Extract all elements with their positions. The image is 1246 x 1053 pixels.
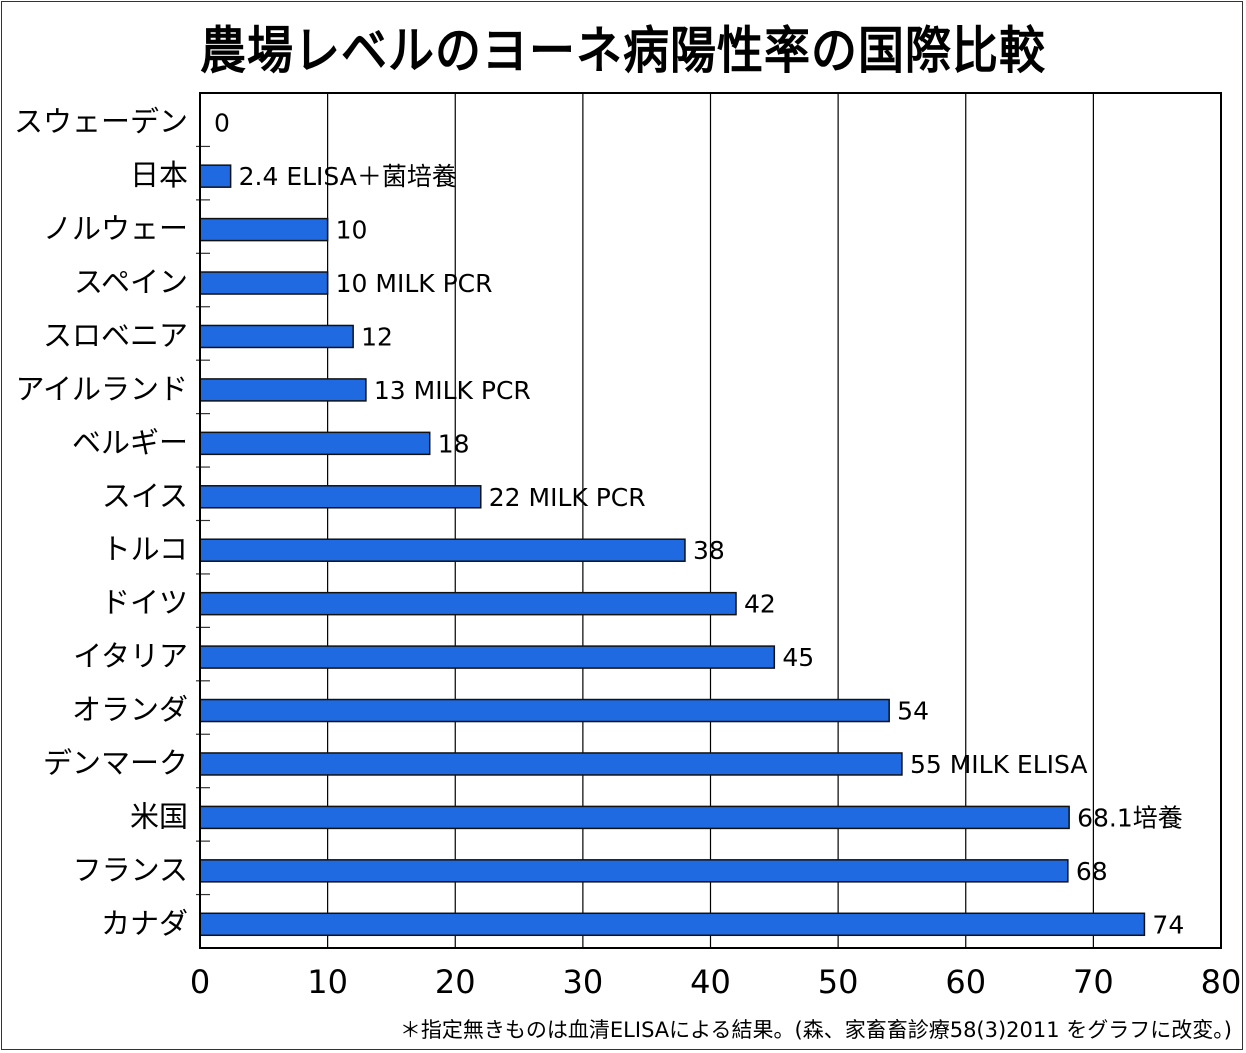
bar xyxy=(199,591,737,616)
bar xyxy=(199,645,776,669)
plot-area-border xyxy=(199,92,1222,949)
x-tick-label: 30 xyxy=(563,963,604,1001)
category-labels: スウェーデン日本ノルウェースペインスロベニアアイルランドベルギースイストルコドイ… xyxy=(14,105,188,941)
data-label: 68 xyxy=(1076,857,1108,886)
bar xyxy=(199,805,1070,830)
bar xyxy=(199,859,1069,883)
bar xyxy=(199,164,232,188)
value-labels: 0 2.4 ELISA＋菌培養 10 10 MILK PCR 12 13 MILK PCR… xyxy=(214,109,1184,940)
bar xyxy=(199,217,329,242)
data-label: 74 xyxy=(1152,910,1184,939)
category-label: カナダ xyxy=(101,906,188,940)
data-label: 18 xyxy=(438,429,470,458)
category-label: ノルウェー xyxy=(43,212,188,246)
category-label: アイルランド xyxy=(15,372,188,406)
x-tick-label: 60 xyxy=(945,963,986,1001)
x-tick-label: 80 xyxy=(1201,963,1242,1001)
x-tick-label: 40 xyxy=(690,963,731,1001)
data-label: 10 xyxy=(336,216,368,245)
data-label: 13 MILK PCR xyxy=(374,376,531,405)
category-label: スロベニア xyxy=(43,318,188,352)
bar xyxy=(199,271,329,295)
category-label: スウェーデン xyxy=(14,105,188,139)
data-label: 42 xyxy=(744,590,776,619)
bar xyxy=(199,538,686,562)
bar xyxy=(199,485,482,509)
x-tick-label: 10 xyxy=(307,963,348,1001)
category-label: デンマーク xyxy=(43,746,188,780)
x-tick-label: 0 xyxy=(190,963,210,1001)
data-label: 55 MILK ELISA xyxy=(910,750,1088,779)
category-label: スペイン xyxy=(74,265,188,299)
bar xyxy=(199,912,1146,937)
data-label: 45 xyxy=(782,643,814,672)
category-label: 日本 xyxy=(130,158,188,192)
data-label: 54 xyxy=(897,697,929,726)
bar xyxy=(199,431,431,456)
category-label: フランス xyxy=(73,853,188,887)
category-label: スイス xyxy=(102,479,188,513)
bar xyxy=(199,752,903,776)
category-label: ドイツ xyxy=(101,586,188,620)
data-label: 10 MILK PCR xyxy=(336,269,493,298)
data-label: 38 xyxy=(693,536,725,565)
category-label: ベルギー xyxy=(72,425,188,459)
data-label: 0 xyxy=(214,109,230,138)
footnote: ＊指定無きものは血清ELISAによる結果。(森、家畜畜診療58(3)2011 を… xyxy=(399,1018,1232,1042)
data-label: 12 xyxy=(361,322,393,351)
chart-title: 農場レベルのヨーネ病陽性率の国際比較 xyxy=(200,20,1046,80)
x-axis-tick-labels: 0 10 20 30 40 50 60 70 80 xyxy=(190,963,1242,1001)
x-tick-label: 20 xyxy=(435,963,476,1001)
category-label: イタリア xyxy=(73,639,188,673)
bars xyxy=(199,164,1146,937)
x-tick-label: 70 xyxy=(1073,963,1114,1001)
data-label: 2.4 ELISA＋菌培養 xyxy=(239,162,457,191)
category-label: 米国 xyxy=(130,799,188,833)
y-axis-ticks xyxy=(196,145,210,896)
bar xyxy=(199,324,354,349)
category-label: トルコ xyxy=(102,532,188,566)
data-label: 22 MILK PCR xyxy=(489,483,646,512)
data-label: 68.1培養 xyxy=(1077,803,1183,832)
x-tick-label: 50 xyxy=(818,963,859,1001)
bar xyxy=(199,698,890,723)
category-label: オランダ xyxy=(72,693,188,727)
bar xyxy=(199,378,367,402)
